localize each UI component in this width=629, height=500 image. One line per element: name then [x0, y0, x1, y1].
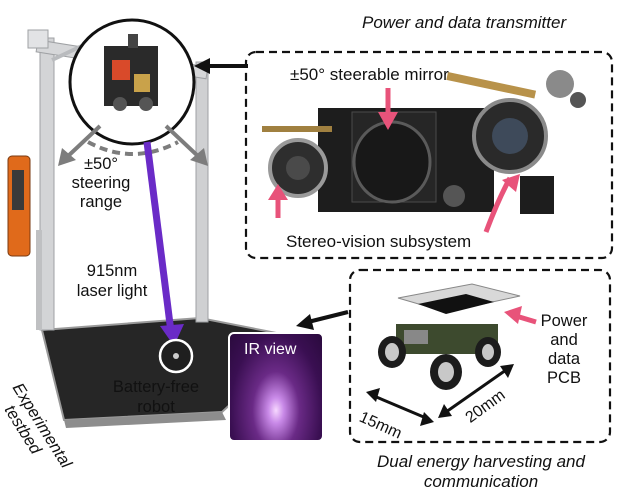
laser-line2: laser light: [76, 282, 148, 300]
dimension-20mm: [438, 364, 514, 418]
steering-range-line3: range: [79, 193, 123, 211]
stereo-pointer-right: [483, 174, 520, 233]
transmitter-device: [262, 70, 586, 214]
robot-line2: robot: [137, 398, 175, 416]
steer-left-arrow: [64, 124, 102, 160]
transmitter-closeup: [68, 18, 196, 146]
pcb-pointer: [504, 306, 537, 325]
pointer-arrow-head: [194, 58, 210, 74]
steerable-mirror-label: ±50° steerable mirror: [290, 65, 449, 84]
pcb-line2: and: [550, 331, 578, 349]
ir-view-panel: [228, 332, 324, 442]
pcb-line1: Power: [540, 312, 588, 330]
robot-device: [378, 283, 521, 390]
dual-energy-line2: communication: [423, 472, 539, 491]
laser-line1: 915nm: [86, 262, 138, 280]
dual-energy-line1: Dual energy harvesting and: [377, 452, 585, 471]
dimension-15mm: [366, 388, 434, 426]
robot-line1: Battery-free: [112, 378, 200, 396]
steer-right-arrow: [164, 124, 202, 160]
robot-box: [348, 268, 612, 444]
power-transmitter-title: Power and data transmitter: [362, 13, 567, 32]
robot-arrow-head: [296, 314, 314, 330]
ir-view-label: IR view: [244, 341, 297, 358]
pcb-line3: data: [547, 350, 581, 368]
transmitter-box: [244, 50, 614, 260]
laser-beam: [143, 141, 184, 346]
pcb-line4: PCB: [547, 369, 581, 387]
steering-range-line1: ±50°: [83, 155, 118, 173]
steering-range-line2: steering: [71, 174, 131, 192]
stereo-vision-label: Stereo-vision subsystem: [286, 232, 472, 251]
stereo-pointer-left: [268, 184, 288, 218]
mirror-pointer: [378, 88, 398, 130]
